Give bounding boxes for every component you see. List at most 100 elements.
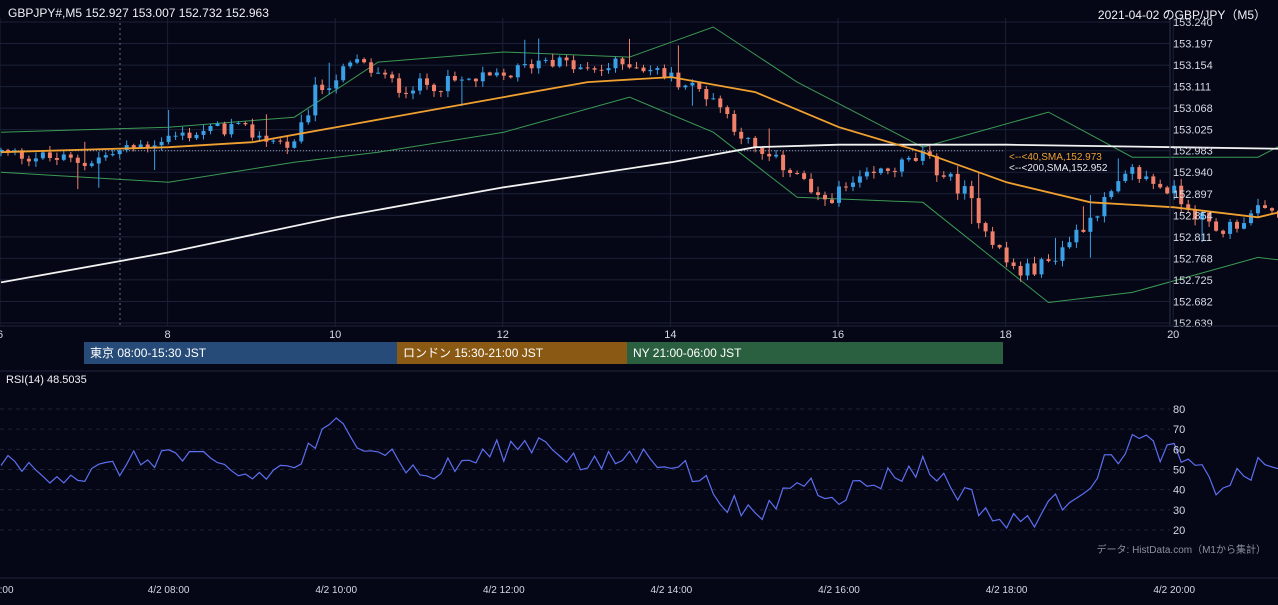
candle-body <box>990 231 995 245</box>
candle-body <box>1137 167 1142 179</box>
candle-body <box>438 91 443 93</box>
hour-axis: 6810121416182022024 <box>0 329 1179 341</box>
candle-body <box>1186 204 1191 210</box>
candle-body <box>1214 221 1219 231</box>
rsi-tick-label: 80 <box>1173 404 1185 416</box>
sma200-label: <--<200,SMA,152.952 <box>1009 163 1108 174</box>
candle-body <box>1193 209 1198 220</box>
session-london: ロンドン 15:30-21:00 JST <box>397 342 627 364</box>
time-tick-label: 4/2 20:00 <box>1153 585 1195 596</box>
candle-body <box>641 67 646 72</box>
candle-body <box>536 60 541 69</box>
candle-body <box>851 182 855 187</box>
candle-body <box>432 84 436 92</box>
candle-body <box>1158 183 1163 188</box>
candle-body <box>480 72 485 82</box>
candle-body <box>278 140 283 142</box>
candle-body <box>948 173 953 177</box>
candle-body <box>334 80 339 89</box>
candle-body <box>243 123 248 125</box>
candle-body <box>983 223 988 232</box>
candle-body <box>592 68 597 70</box>
price-tick-label: 152.725 <box>1173 275 1213 287</box>
candle-body <box>355 59 360 63</box>
candle-body <box>418 78 422 91</box>
candle-body <box>788 170 793 173</box>
candle-body <box>816 192 820 195</box>
candle-body <box>1102 197 1107 217</box>
candle-body <box>194 134 199 139</box>
price-tick-label: 153.068 <box>1173 103 1213 115</box>
price-tick-label: 152.639 <box>1173 318 1213 330</box>
rsi-tick-label: 70 <box>1173 424 1185 436</box>
price-tick-label: 152.983 <box>1173 146 1213 158</box>
candle-body <box>445 76 450 92</box>
candle-body <box>1249 213 1253 224</box>
price-tick-label: 152.682 <box>1173 296 1213 308</box>
time-tick-label: 4/2 08:00 <box>148 585 190 596</box>
candle-body <box>411 90 415 94</box>
candle-body <box>501 72 506 76</box>
candle-body <box>927 151 932 156</box>
candle-body <box>529 64 534 69</box>
candle-body <box>1130 167 1135 174</box>
candle-body <box>892 170 897 172</box>
candle-body <box>1221 230 1226 234</box>
time-tick-label: 4/2 10:00 <box>315 585 357 596</box>
candle-body <box>1123 173 1128 181</box>
candle-body <box>662 68 667 79</box>
candle-body <box>711 98 716 100</box>
candle-body <box>82 162 87 166</box>
hour-tick-label: 14 <box>664 329 676 341</box>
time-tick-label: 4/2 14:00 <box>651 585 693 596</box>
candle-body <box>369 62 374 73</box>
rsi-tick-label: 50 <box>1173 465 1185 477</box>
symbol-header: GBPJPY#,M5 152.927 153.007 152.732 152.9… <box>8 6 269 20</box>
candle-body <box>704 89 709 100</box>
rsi-tick-label: 30 <box>1173 505 1185 517</box>
candle-body <box>327 88 332 90</box>
price-tick-label: 153.240 <box>1173 17 1213 29</box>
candle-body <box>1165 187 1170 194</box>
candle-body <box>697 82 702 89</box>
candle-body <box>613 58 618 69</box>
candle-body <box>145 144 150 148</box>
candle-body <box>473 78 478 82</box>
candle-body <box>362 59 367 63</box>
candle-body <box>306 115 311 123</box>
hour-tick-label: 18 <box>999 329 1011 341</box>
candle-body <box>1270 208 1274 211</box>
bollinger-lower <box>0 96 1278 304</box>
candle-body <box>117 150 122 155</box>
candle-body <box>955 173 960 194</box>
price-tick-label: 152.811 <box>1173 232 1212 244</box>
candle-body <box>1242 223 1246 229</box>
candle-body <box>466 78 471 80</box>
candle-body <box>376 72 381 74</box>
chart-title: 2021-04-02 のGBP/JPY（M5） <box>1097 8 1266 22</box>
candle-body <box>1109 191 1114 197</box>
candle-body <box>878 168 883 173</box>
candle-body <box>969 186 974 199</box>
candle-body <box>33 158 38 162</box>
rsi-tick-label: 40 <box>1173 485 1185 497</box>
candle-body <box>152 145 157 148</box>
candle-body <box>1088 217 1093 232</box>
candle-body <box>522 64 527 66</box>
candle-body <box>68 154 73 158</box>
candle-body <box>159 141 164 146</box>
candle-body <box>1263 205 1267 208</box>
candle-body <box>718 98 723 108</box>
candle-body <box>725 107 730 114</box>
candle-body <box>1011 262 1016 266</box>
candle-body <box>837 186 841 203</box>
candle-body <box>676 72 681 88</box>
candle-body <box>899 159 904 172</box>
candle-body <box>404 92 408 94</box>
candle-body <box>215 123 220 126</box>
candle-body <box>341 66 346 81</box>
candle-body <box>774 154 779 157</box>
rsi-line <box>0 417 1278 530</box>
candle-body <box>166 135 171 142</box>
